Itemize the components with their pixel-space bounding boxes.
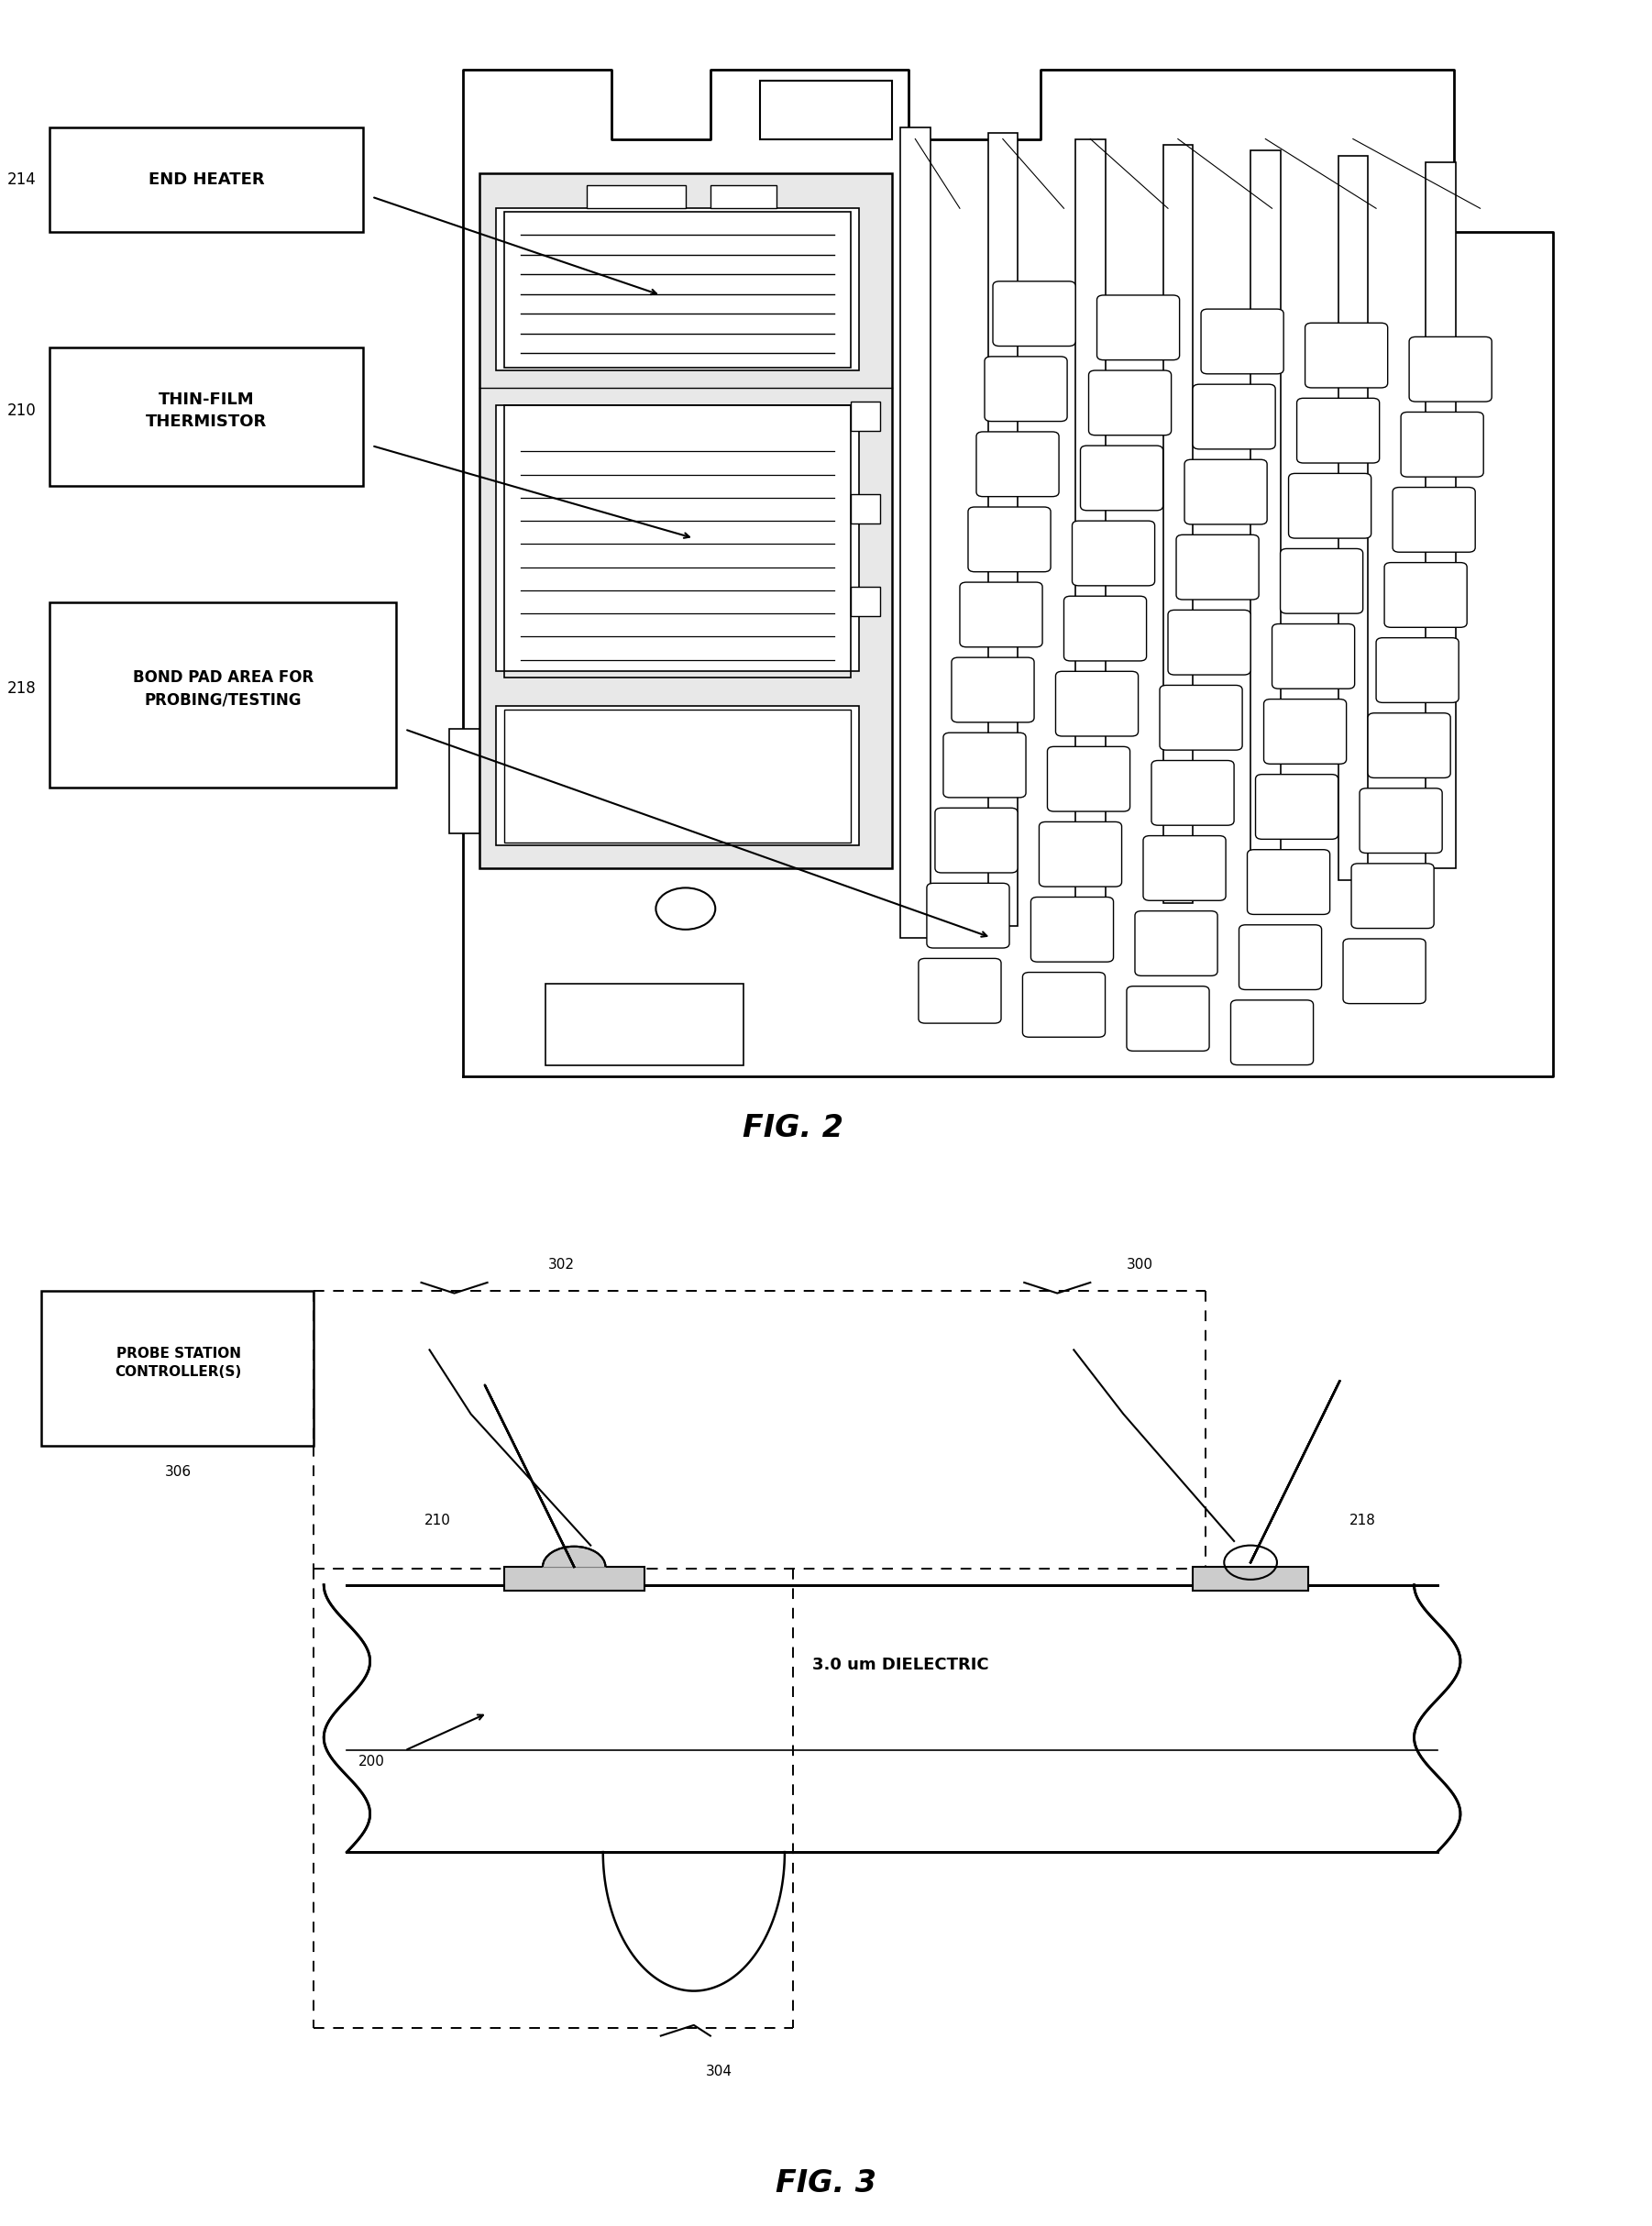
FancyBboxPatch shape	[1201, 309, 1284, 374]
FancyBboxPatch shape	[976, 432, 1059, 496]
FancyBboxPatch shape	[1264, 699, 1346, 764]
Text: 218: 218	[1350, 1514, 1376, 1527]
Bar	[479, 174, 892, 868]
Text: BOND PAD AREA FOR
PROBING/TESTING: BOND PAD AREA FOR PROBING/TESTING	[132, 670, 314, 708]
Text: END HEATER: END HEATER	[149, 171, 264, 187]
Bar	[1338, 156, 1368, 879]
FancyBboxPatch shape	[1401, 412, 1483, 476]
FancyBboxPatch shape	[927, 884, 1009, 948]
FancyBboxPatch shape	[1368, 712, 1450, 777]
Bar	[41, 1291, 314, 1447]
Bar	[504, 710, 851, 844]
Text: FIG. 3: FIG. 3	[775, 2168, 877, 2199]
FancyBboxPatch shape	[1305, 323, 1388, 387]
FancyBboxPatch shape	[985, 356, 1067, 421]
FancyBboxPatch shape	[1143, 835, 1226, 902]
Bar	[496, 706, 859, 846]
FancyBboxPatch shape	[1168, 610, 1251, 674]
FancyBboxPatch shape	[1039, 821, 1122, 886]
FancyBboxPatch shape	[1176, 534, 1259, 599]
Text: 218: 218	[7, 681, 36, 697]
FancyBboxPatch shape	[1127, 986, 1209, 1051]
FancyBboxPatch shape	[952, 657, 1034, 721]
Bar	[504, 211, 851, 367]
FancyBboxPatch shape	[943, 732, 1026, 797]
FancyBboxPatch shape	[1272, 623, 1355, 688]
Bar	[50, 601, 396, 788]
FancyBboxPatch shape	[1280, 548, 1363, 614]
FancyBboxPatch shape	[1064, 597, 1146, 661]
FancyBboxPatch shape	[1384, 563, 1467, 628]
FancyBboxPatch shape	[1409, 336, 1492, 401]
Text: 210: 210	[425, 1514, 451, 1527]
Bar	[496, 405, 859, 672]
FancyBboxPatch shape	[919, 959, 1001, 1024]
Text: 210: 210	[7, 403, 36, 418]
FancyBboxPatch shape	[1351, 864, 1434, 928]
Text: 306: 306	[165, 1465, 192, 1478]
Bar	[1426, 162, 1455, 868]
Bar	[50, 347, 363, 485]
Bar	[851, 494, 881, 523]
FancyBboxPatch shape	[960, 583, 1042, 648]
Bar	[710, 185, 776, 209]
Bar	[851, 401, 881, 430]
FancyBboxPatch shape	[1193, 385, 1275, 450]
FancyBboxPatch shape	[1047, 746, 1130, 812]
Text: 3.0 um DIELECTRIC: 3.0 um DIELECTRIC	[813, 1656, 988, 1674]
Wedge shape	[542, 1547, 605, 1567]
FancyBboxPatch shape	[1031, 897, 1113, 962]
Bar	[900, 127, 930, 937]
Bar	[1251, 151, 1280, 890]
FancyBboxPatch shape	[1343, 939, 1426, 1004]
FancyBboxPatch shape	[1097, 296, 1180, 361]
FancyBboxPatch shape	[1393, 487, 1475, 552]
FancyBboxPatch shape	[1376, 639, 1459, 703]
FancyBboxPatch shape	[1056, 672, 1138, 737]
FancyBboxPatch shape	[1135, 910, 1218, 975]
Text: PROBE STATION
CONTROLLER(S): PROBE STATION CONTROLLER(S)	[116, 1347, 241, 1378]
FancyBboxPatch shape	[1231, 999, 1313, 1064]
Polygon shape	[463, 69, 1553, 1077]
FancyBboxPatch shape	[1289, 474, 1371, 539]
Text: FIG. 2: FIG. 2	[742, 1113, 844, 1144]
FancyBboxPatch shape	[1297, 398, 1379, 463]
Text: 302: 302	[548, 1258, 575, 1271]
Text: 304: 304	[705, 2064, 732, 2077]
Bar	[496, 209, 859, 370]
FancyBboxPatch shape	[993, 280, 1075, 345]
FancyBboxPatch shape	[1184, 459, 1267, 525]
FancyBboxPatch shape	[1160, 686, 1242, 750]
Bar	[504, 405, 851, 677]
Text: THIN-FILM
THERMISTOR: THIN-FILM THERMISTOR	[145, 392, 268, 430]
FancyBboxPatch shape	[1151, 761, 1234, 826]
FancyBboxPatch shape	[935, 808, 1018, 873]
FancyBboxPatch shape	[1360, 788, 1442, 853]
Text: 300: 300	[1127, 1258, 1153, 1271]
Bar	[1193, 1567, 1308, 1589]
FancyBboxPatch shape	[1080, 445, 1163, 510]
Bar	[1075, 138, 1105, 915]
Text: 214: 214	[7, 171, 36, 187]
Bar	[586, 185, 686, 209]
Text: 200: 200	[358, 1754, 385, 1767]
FancyBboxPatch shape	[968, 508, 1051, 572]
Bar	[760, 80, 892, 138]
Bar	[504, 1567, 644, 1589]
FancyBboxPatch shape	[1072, 521, 1155, 585]
FancyBboxPatch shape	[1256, 775, 1338, 839]
Bar	[449, 730, 479, 833]
Bar	[50, 127, 363, 232]
Bar	[851, 588, 881, 617]
Bar	[1163, 145, 1193, 904]
FancyBboxPatch shape	[1089, 370, 1171, 436]
FancyBboxPatch shape	[1247, 850, 1330, 915]
FancyBboxPatch shape	[1023, 973, 1105, 1037]
FancyBboxPatch shape	[1239, 924, 1322, 991]
Bar	[988, 134, 1018, 926]
Bar	[545, 984, 743, 1064]
